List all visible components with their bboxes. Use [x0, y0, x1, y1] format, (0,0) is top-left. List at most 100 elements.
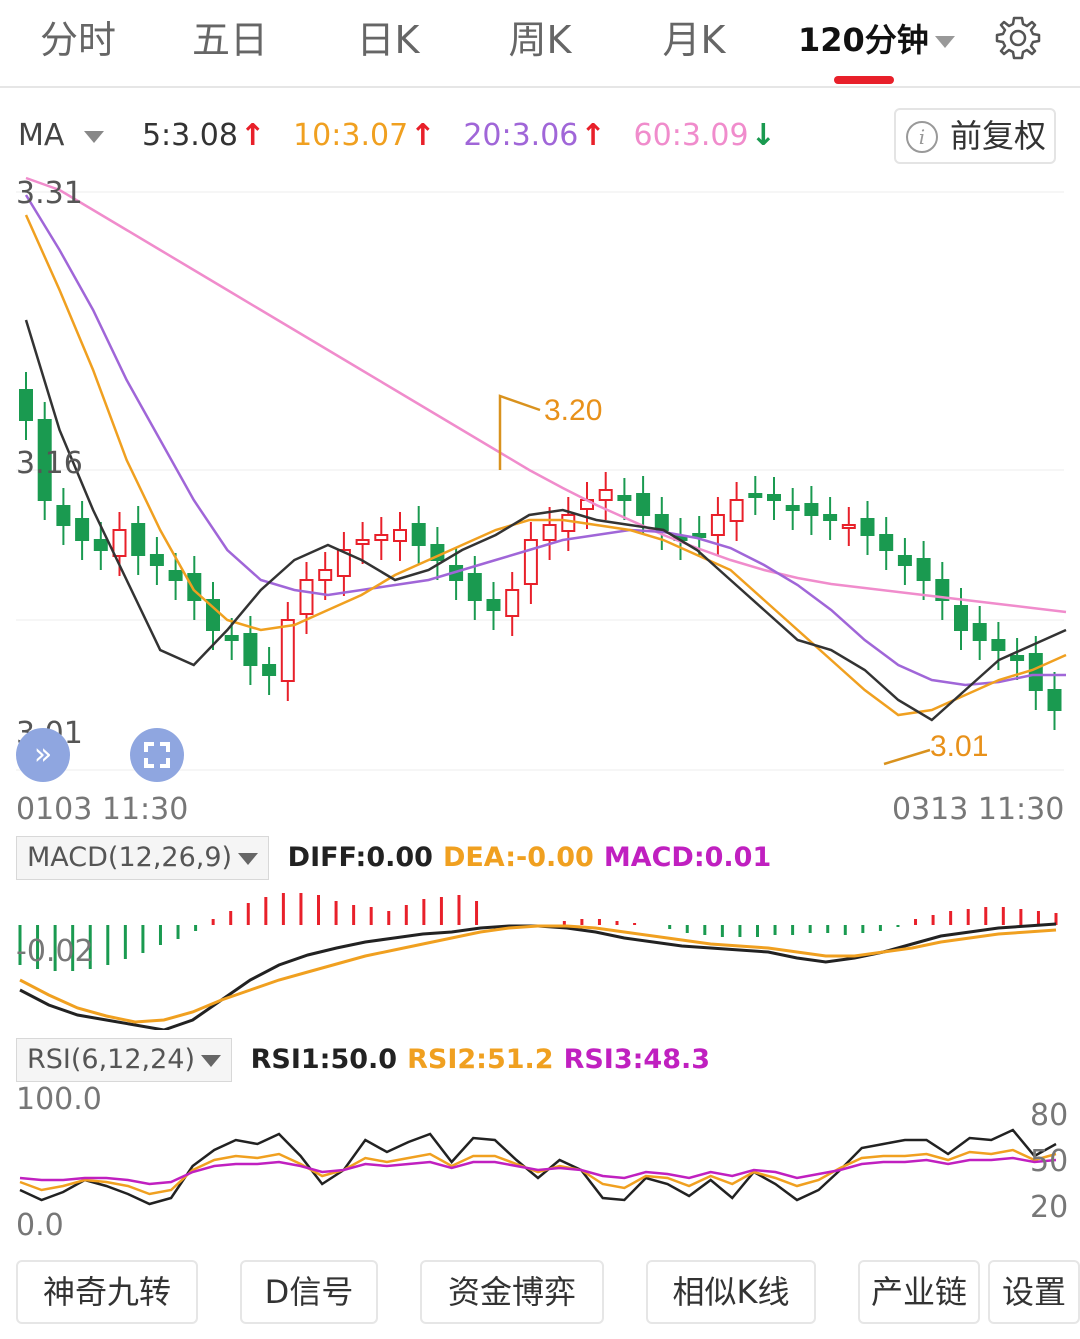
info-icon: i: [906, 121, 938, 153]
macd-macd-value: MACD:0.01: [603, 842, 772, 873]
candle-body: [954, 605, 968, 631]
candle-body: [692, 533, 707, 538]
tab-weekly-k[interactable]: 周K: [508, 18, 572, 62]
tab-daily-k[interactable]: 日K: [356, 18, 420, 62]
rsi-level-80: 80: [1030, 1098, 1069, 1133]
chevron-down-icon: [201, 1054, 221, 1067]
ma-value-text: 10:3.07: [293, 118, 409, 153]
candle-body: [804, 503, 819, 516]
settings-button[interactable]: 设置: [988, 1260, 1080, 1324]
tab-intraday[interactable]: 分时: [39, 18, 116, 62]
chevron-down-icon: [934, 36, 955, 48]
candle-body: [823, 514, 838, 521]
candle-body: [523, 539, 538, 585]
industry-chain-button[interactable]: 产业链: [858, 1260, 980, 1324]
candle-body: [75, 518, 90, 541]
date-start: 0103 11:30: [16, 792, 189, 827]
rsi-selector-label: RSI(6,12,24): [27, 1044, 195, 1075]
arrow-up-icon: ↑: [410, 118, 436, 153]
ma-value-text: 5:3.08: [141, 118, 238, 153]
candle-body: [767, 494, 781, 501]
fullscreen-icon: [144, 742, 170, 768]
similar-kline-button[interactable]: 相似K线: [646, 1260, 816, 1324]
candle-body: [318, 569, 333, 581]
candle-body: [37, 419, 52, 501]
candle-body: [336, 549, 351, 577]
macd-chart[interactable]: [0, 880, 1080, 1030]
candle-body: [486, 599, 501, 611]
ma-label[interactable]: MA: [18, 118, 118, 153]
ma60-line: [25, 176, 1067, 614]
tab-120-minute-label: 120分钟: [798, 21, 929, 59]
candle-body: [206, 599, 220, 631]
candle-body: [841, 524, 856, 529]
candle-body: [243, 633, 258, 666]
candle-body: [897, 555, 912, 566]
candle-body: [598, 489, 613, 501]
candle-body: [1028, 653, 1043, 691]
ma-value-2: 20:3.06↑: [463, 118, 619, 153]
rsi-axis-bottom: 0.0: [16, 1208, 64, 1243]
tab-five-day[interactable]: 五日: [191, 18, 268, 62]
ma-value-text: 60:3.09: [633, 118, 749, 153]
ma20-line: [24, 194, 1066, 687]
rsi1-line: [19, 1128, 1057, 1206]
candle-body: [860, 518, 875, 536]
price-axis-mid: 3.16: [16, 446, 83, 481]
candle-body: [785, 505, 800, 511]
candle-body: [280, 619, 295, 682]
ma5-line: [24, 319, 1067, 722]
rsi1-value: RSI1:50.0: [250, 1044, 398, 1075]
gear-icon[interactable]: [994, 14, 1042, 62]
price-adjust-button[interactable]: i 前复权: [894, 108, 1056, 164]
ma-value-3: 60:3.09↓: [634, 118, 790, 153]
candle-body: [991, 639, 1006, 651]
candle-body: [112, 529, 127, 557]
d-signal-button[interactable]: D信号: [240, 1260, 378, 1324]
rsi3-line: [19, 1156, 1057, 1186]
arrow-up-icon: ↑: [239, 118, 266, 153]
macd-selector[interactable]: MACD(12,26,9): [16, 836, 270, 880]
fullscreen-button[interactable]: [130, 728, 184, 782]
macd-header: MACD(12,26,9) DIFF:0.00 DEA:-0.00 MACD:0.0…: [16, 836, 781, 880]
macd-selector-label: MACD(12,26,9): [27, 842, 233, 873]
candle-body: [299, 579, 314, 615]
expand-right-button[interactable]: »: [16, 728, 70, 782]
candle-body: [1047, 689, 1062, 711]
candle-body: [654, 514, 669, 531]
rsi2-value: RSI2:51.2: [407, 1044, 554, 1075]
candle-body: [411, 523, 426, 546]
active-tab-indicator: [834, 76, 894, 84]
tab-monthly-k[interactable]: 月K: [662, 18, 726, 62]
price-adjust-label: 前复权: [950, 117, 1047, 155]
ma-legend: MA 5:3.08↑ 10:3.07↑ 20:3.06↑ 60:3.09↓: [18, 112, 818, 160]
candle-body: [393, 529, 407, 542]
candle-body: [355, 539, 370, 545]
candle-body: [262, 664, 277, 676]
rsi-chart[interactable]: [0, 1100, 1080, 1240]
price-axis-top: 3.31: [16, 176, 83, 211]
fund-game-button[interactable]: 资金博弈: [420, 1260, 604, 1324]
candle-body: [93, 539, 108, 551]
macd-dea-value: DEA:-0.00: [442, 842, 594, 873]
candle-body: [935, 579, 950, 601]
magic-nine-turn-button[interactable]: 神奇九转: [16, 1260, 198, 1324]
candle-body: [19, 389, 33, 421]
tab-120-minute[interactable]: 120分钟: [798, 14, 968, 66]
dea-line: [19, 924, 1057, 1024]
candle-body: [56, 505, 71, 526]
rsi-level-50: 50: [1030, 1144, 1069, 1179]
chevron-down-icon: [238, 852, 259, 865]
candle-body: [131, 523, 146, 556]
rsi-selector[interactable]: RSI(6,12,24): [16, 1038, 232, 1082]
candlestick-chart[interactable]: 3.20 3.01: [0, 170, 1080, 790]
low-price-label: 3.01: [930, 730, 988, 763]
chevron-down-icon: [84, 130, 105, 143]
ma10-line: [24, 214, 1067, 717]
ma-label-text: MA: [18, 118, 65, 153]
rsi3-value: RSI3:48.3: [563, 1044, 711, 1075]
candle-body: [467, 573, 482, 601]
date-end: 0313 11:30: [892, 792, 1065, 827]
rsi-header: RSI(6,12,24) RSI1:50.0 RSI2:51.2 RSI3:48.3: [16, 1038, 720, 1082]
candle-body: [636, 493, 651, 516]
